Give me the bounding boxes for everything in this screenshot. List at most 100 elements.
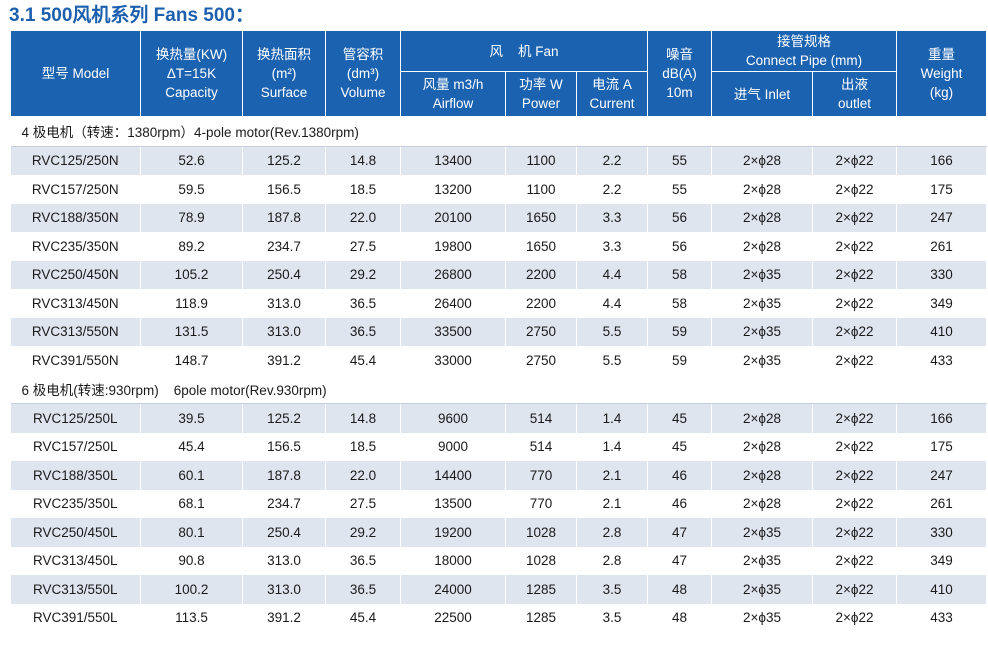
cell-outlet: 2×ϕ22 — [812, 317, 898, 346]
cell-surface: 234.7 — [242, 489, 326, 518]
cell-current: 2.2 — [576, 146, 648, 175]
cell-airflow: 24000 — [400, 575, 506, 604]
cell-surface: 187.8 — [242, 461, 326, 490]
cell-inlet: 2×ϕ28 — [711, 432, 813, 461]
cell-airflow: 26400 — [400, 289, 506, 318]
cell-model: RVC313/550L — [10, 575, 141, 604]
cell-model: RVC235/350N — [10, 232, 141, 261]
cell-airflow: 14400 — [400, 461, 506, 490]
cell-outlet: 2×ϕ22 — [812, 461, 898, 490]
cell-power: 1285 — [505, 575, 577, 604]
cell-airflow: 26800 — [400, 260, 506, 289]
cell-inlet: 2×ϕ28 — [711, 175, 813, 204]
cell-capacity: 89.2 — [140, 232, 243, 261]
header-outlet: 出液 outlet — [811, 71, 898, 117]
cell-airflow: 22500 — [400, 603, 506, 632]
cell-current: 4.4 — [576, 289, 648, 318]
cell-model: RVC157/250N — [10, 175, 141, 204]
cell-outlet: 2×ϕ22 — [812, 603, 898, 632]
cell-power: 514 — [505, 432, 577, 461]
header-inlet: 进气 Inlet — [711, 71, 813, 117]
cell-volume: 29.2 — [325, 260, 401, 289]
table-row: RVC188/350L 60.1 187.8 22.0 14400 770 2.1 46 2×ϕ… — [10, 461, 988, 490]
cell-inlet: 2×ϕ28 — [711, 489, 813, 518]
cell-airflow: 13200 — [400, 175, 506, 204]
cell-current: 3.5 — [576, 575, 648, 604]
cell-airflow: 20100 — [400, 203, 506, 232]
cell-capacity: 148.7 — [140, 346, 243, 375]
cell-capacity: 52.6 — [140, 146, 243, 175]
cell-weight: 175 — [896, 175, 988, 204]
cell-surface: 125.2 — [242, 403, 326, 433]
cell-volume: 45.4 — [325, 603, 401, 632]
cell-weight: 410 — [896, 317, 988, 346]
cell-power: 770 — [505, 489, 577, 518]
section-row: 6 极电机(转速:930rpm) 6pole motor(Rev.930rpm) — [10, 374, 988, 404]
cell-power: 514 — [505, 403, 577, 433]
cell-noise: 45 — [647, 432, 712, 461]
header-surface: 换热面积 (m²) Surface — [242, 30, 326, 117]
cell-inlet: 2×ϕ35 — [711, 575, 813, 604]
fans-500-spec-table: 型号 Model 换热量(KW) ΔT=15K Capacity 换热面积 (m… — [10, 30, 988, 632]
cell-outlet: 2×ϕ22 — [812, 289, 898, 318]
cell-current: 2.2 — [576, 175, 648, 204]
cell-volume: 27.5 — [325, 489, 401, 518]
cell-capacity: 100.2 — [140, 575, 243, 604]
header-noise: 噪音 dB(A) 10m — [647, 30, 712, 117]
cell-outlet: 2×ϕ22 — [812, 346, 898, 375]
cell-airflow: 13400 — [400, 146, 506, 175]
cell-capacity: 118.9 — [140, 289, 243, 318]
cell-weight: 261 — [896, 489, 988, 518]
cell-airflow: 33000 — [400, 346, 506, 375]
cell-noise: 56 — [647, 203, 712, 232]
cell-model: RVC313/450L — [10, 546, 141, 575]
cell-inlet: 2×ϕ35 — [711, 603, 813, 632]
table-row: RVC313/550N 131.5 313.0 36.5 33500 2750 5.5 59 2… — [10, 317, 988, 346]
cell-noise: 58 — [647, 289, 712, 318]
cell-volume: 29.2 — [325, 518, 401, 547]
cell-model: RVC125/250N — [10, 146, 141, 175]
cell-weight: 433 — [896, 346, 988, 375]
cell-current: 1.4 — [576, 432, 648, 461]
cell-airflow: 13500 — [400, 489, 506, 518]
cell-weight: 349 — [896, 289, 988, 318]
header-fan-group: 风 机 Fan — [400, 30, 648, 72]
cell-noise: 45 — [647, 403, 712, 433]
cell-inlet: 2×ϕ28 — [711, 461, 813, 490]
cell-model: RVC313/450N — [10, 289, 141, 318]
cell-outlet: 2×ϕ22 — [812, 146, 898, 175]
cell-current: 5.5 — [576, 317, 648, 346]
cell-power: 1650 — [505, 203, 577, 232]
cell-current: 2.1 — [576, 489, 648, 518]
cell-current: 3.3 — [576, 232, 648, 261]
cell-volume: 14.8 — [325, 146, 401, 175]
table-row: RVC235/350N 89.2 234.7 27.5 19800 1650 3.3 56 2×… — [10, 232, 988, 261]
cell-model: RVC235/350L — [10, 489, 141, 518]
cell-capacity: 90.8 — [140, 546, 243, 575]
cell-power: 2750 — [505, 346, 577, 375]
cell-noise: 55 — [647, 175, 712, 204]
cell-weight: 247 — [896, 203, 988, 232]
header-model: 型号 Model — [10, 30, 141, 117]
cell-volume: 36.5 — [325, 546, 401, 575]
table-row: RVC125/250L 39.5 125.2 14.8 9600 514 1.4 45 2×ϕ2… — [10, 403, 988, 433]
cell-current: 5.5 — [576, 346, 648, 375]
header-power: 功率 W Power — [505, 71, 577, 117]
cell-current: 1.4 — [576, 403, 648, 433]
cell-model: RVC391/550N — [10, 346, 141, 375]
cell-noise: 59 — [647, 346, 712, 375]
cell-capacity: 45.4 — [140, 432, 243, 461]
cell-weight: 261 — [896, 232, 988, 261]
section-row: 4 极电机（转速：1380rpm）4-pole motor(Rev.1380rp… — [10, 116, 988, 147]
table-row: RVC235/350L 68.1 234.7 27.5 13500 770 2.1 46 2×ϕ… — [10, 489, 988, 518]
cell-noise: 48 — [647, 603, 712, 632]
table-row: RVC250/450L 80.1 250.4 29.2 19200 1028 2.8 47 2×… — [10, 518, 988, 547]
cell-power: 1028 — [505, 518, 577, 547]
section-label: 4 极电机（转速：1380rpm）4-pole motor(Rev.1380rp… — [10, 116, 988, 147]
cell-capacity: 113.5 — [140, 603, 243, 632]
cell-inlet: 2×ϕ35 — [711, 260, 813, 289]
cell-power: 1100 — [505, 146, 577, 175]
cell-volume: 14.8 — [325, 403, 401, 433]
header-pipe-group: 接管规格 Connect Pipe (mm) — [710, 30, 898, 72]
cell-power: 2750 — [505, 317, 577, 346]
